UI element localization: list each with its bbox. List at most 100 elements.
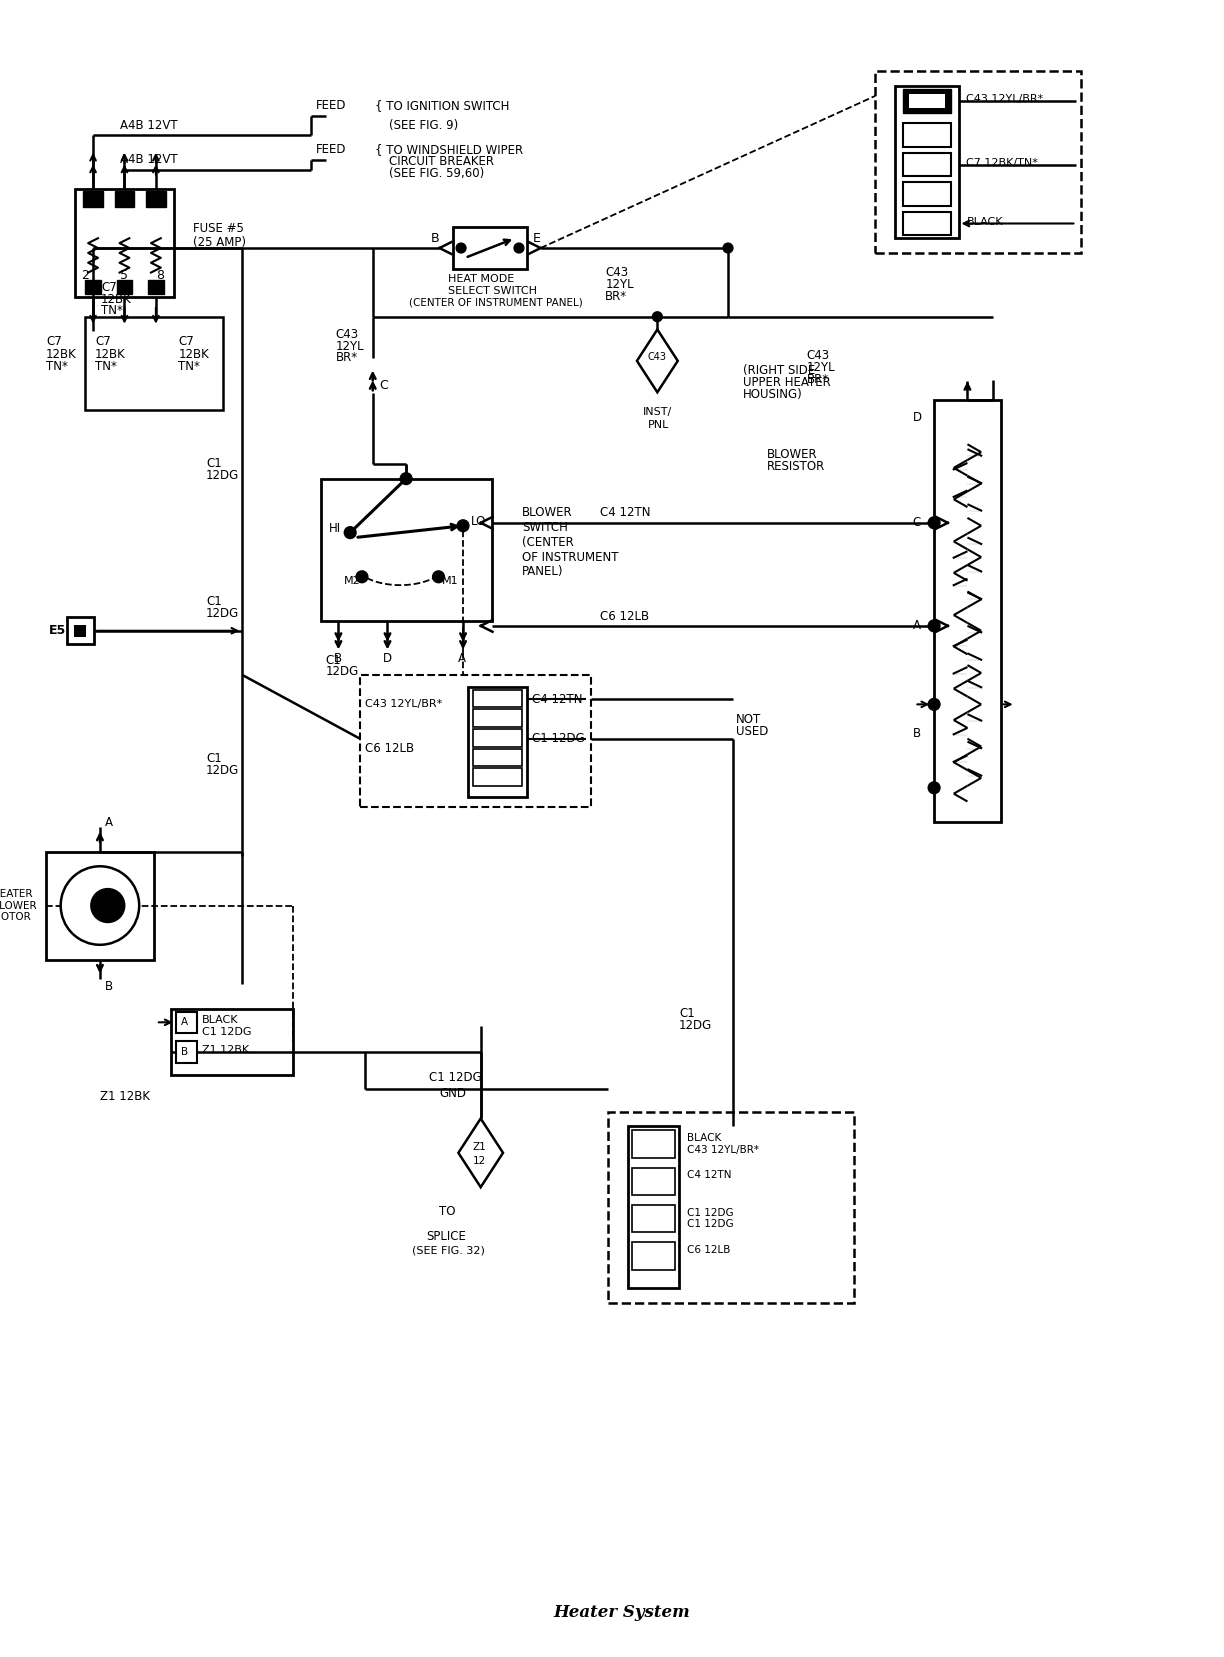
Bar: [175, 1011, 197, 1032]
Bar: [902, 182, 951, 205]
Text: 12BK: 12BK: [100, 293, 132, 305]
Text: FEED: FEED: [316, 99, 346, 113]
Text: SELECT SWITCH: SELECT SWITCH: [448, 287, 537, 297]
Text: Z1 12BK: Z1 12BK: [202, 1046, 250, 1056]
Text: SPLICE: SPLICE: [427, 1229, 466, 1243]
Text: MOTOR: MOTOR: [0, 913, 31, 923]
Bar: [472, 689, 521, 708]
Text: A: A: [105, 815, 113, 828]
Text: C1 12DG: C1 12DG: [687, 1220, 733, 1229]
Text: TN*: TN*: [100, 305, 122, 318]
Text: (25 AMP): (25 AMP): [193, 235, 246, 249]
Text: FUSE #5: FUSE #5: [193, 222, 244, 235]
Circle shape: [928, 517, 940, 529]
Text: FEED: FEED: [316, 144, 346, 156]
Polygon shape: [636, 330, 678, 393]
Circle shape: [928, 699, 940, 711]
Text: C1 12DG: C1 12DG: [531, 732, 585, 746]
Text: LO: LO: [471, 515, 486, 529]
Text: C6 12LB: C6 12LB: [601, 610, 650, 623]
Text: (CENTER: (CENTER: [521, 535, 574, 548]
Bar: [47, 852, 154, 959]
Text: 12YL: 12YL: [606, 278, 634, 292]
Text: D: D: [383, 651, 392, 664]
Text: BR*: BR*: [335, 351, 357, 365]
Text: 12YL: 12YL: [335, 340, 364, 353]
Text: 5: 5: [120, 268, 129, 282]
Text: C: C: [379, 379, 388, 393]
Text: RESISTOR: RESISTOR: [767, 461, 825, 474]
Text: C: C: [493, 694, 501, 704]
Bar: [170, 1009, 294, 1075]
Circle shape: [400, 472, 412, 484]
Circle shape: [344, 527, 356, 539]
Polygon shape: [458, 1118, 503, 1186]
Text: 8: 8: [155, 268, 164, 282]
Bar: [453, 227, 526, 268]
Text: TO: TO: [439, 1205, 457, 1218]
Text: BLOWER: BLOWER: [521, 507, 573, 520]
Text: C1 12DG: C1 12DG: [202, 1027, 251, 1037]
Text: C: C: [650, 1176, 657, 1186]
Text: B: B: [923, 189, 930, 199]
Text: A: A: [650, 1251, 657, 1261]
Circle shape: [432, 572, 444, 583]
Text: (SEE FIG. 32): (SEE FIG. 32): [412, 1246, 485, 1256]
Text: M2: M2: [344, 575, 361, 585]
Text: Z1 12BK: Z1 12BK: [100, 1090, 149, 1104]
Text: D: D: [650, 1138, 657, 1148]
Text: B: B: [181, 1047, 188, 1057]
Text: BLOWER: BLOWER: [0, 900, 37, 911]
Text: A: A: [458, 651, 466, 664]
Bar: [902, 123, 951, 147]
Circle shape: [514, 244, 524, 254]
Text: 12DG: 12DG: [206, 764, 239, 777]
Text: C43 12YL/BR*: C43 12YL/BR*: [687, 1145, 759, 1155]
Bar: [628, 1127, 679, 1287]
Circle shape: [652, 312, 662, 321]
Text: 12DG: 12DG: [206, 469, 239, 482]
Text: HEAT MODE: HEAT MODE: [448, 275, 514, 285]
Text: (SEE FIG. 9): (SEE FIG. 9): [389, 119, 459, 133]
Text: { TO IGNITION SWITCH: { TO IGNITION SWITCH: [375, 99, 509, 113]
Text: C1 12DG: C1 12DG: [428, 1070, 481, 1084]
Text: C1: C1: [206, 752, 222, 766]
Text: HOUSING): HOUSING): [743, 388, 803, 401]
Text: OF INSTRUMENT: OF INSTRUMENT: [521, 550, 618, 563]
Bar: [86, 316, 223, 409]
Bar: [908, 94, 945, 108]
Bar: [76, 189, 174, 297]
Text: D: D: [923, 131, 931, 141]
Text: B: B: [333, 651, 341, 664]
Text: C1: C1: [326, 655, 341, 666]
Circle shape: [91, 888, 125, 923]
Text: C7 12BK/TN*: C7 12BK/TN*: [967, 157, 1038, 167]
Bar: [632, 1130, 674, 1158]
Text: C1: C1: [206, 595, 222, 608]
Bar: [75, 625, 86, 636]
Text: C1: C1: [206, 457, 222, 471]
Text: C43 12YL/BR*: C43 12YL/BR*: [365, 699, 442, 709]
Text: C7: C7: [100, 280, 116, 293]
Bar: [468, 686, 526, 797]
Text: E5: E5: [49, 625, 66, 638]
Text: 12DG: 12DG: [326, 666, 359, 678]
Text: INST/: INST/: [643, 408, 672, 418]
Text: B: B: [105, 979, 113, 993]
Circle shape: [928, 620, 940, 631]
Text: M1: M1: [442, 575, 458, 585]
Text: A: A: [913, 620, 920, 633]
Text: C4 12TN: C4 12TN: [687, 1170, 731, 1180]
Text: TN*: TN*: [179, 360, 201, 373]
Bar: [116, 280, 132, 295]
Text: 2: 2: [81, 268, 89, 282]
Text: (CENTER OF INSTRUMENT PANEL): (CENTER OF INSTRUMENT PANEL): [409, 298, 583, 308]
Text: D: D: [493, 732, 502, 742]
Circle shape: [61, 867, 140, 944]
Text: C4 12TN: C4 12TN: [601, 507, 651, 520]
Text: A: A: [923, 219, 930, 229]
Text: BR*: BR*: [807, 373, 829, 386]
Bar: [472, 749, 521, 766]
Bar: [86, 280, 100, 295]
Text: C43: C43: [606, 267, 628, 278]
